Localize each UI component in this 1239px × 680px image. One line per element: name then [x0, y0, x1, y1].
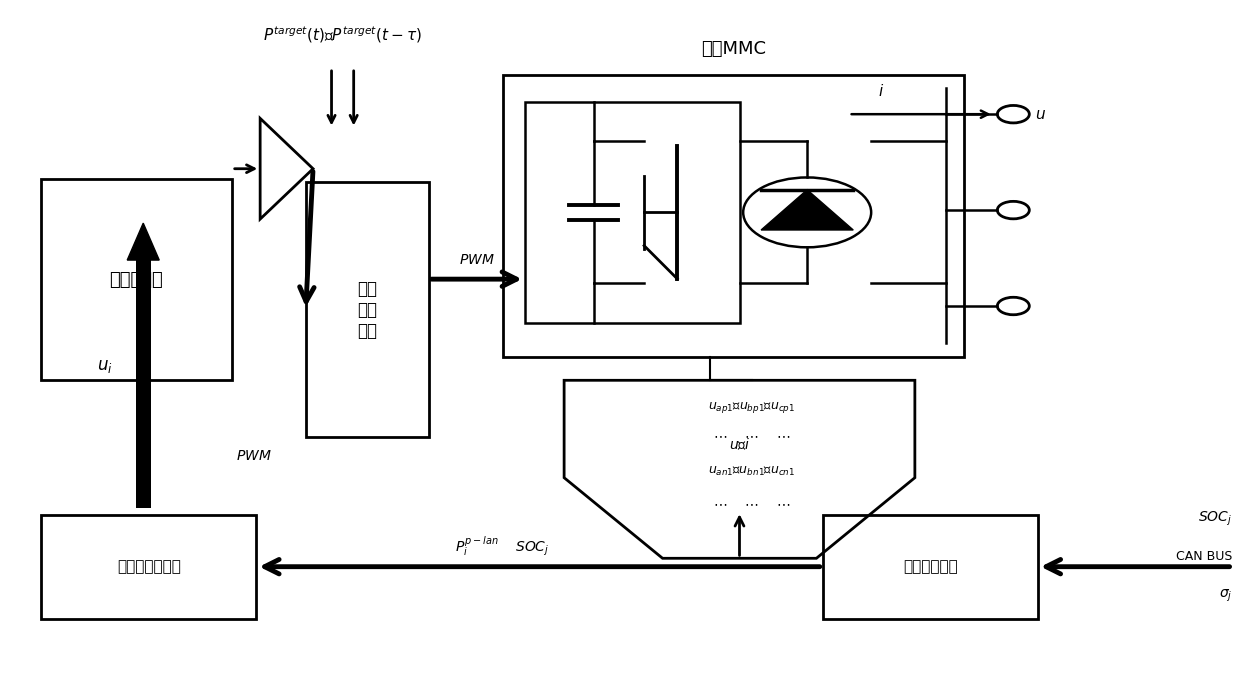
Text: $P^{target}(t)$、$P^{target}(t-\tau)$: $P^{target}(t)$、$P^{target}(t-\tau)$ — [263, 24, 422, 45]
Text: $i$: $i$ — [878, 84, 885, 99]
Text: 本地控制器: 本地控制器 — [109, 271, 164, 288]
Bar — [525, 101, 740, 323]
Bar — [503, 75, 964, 357]
Text: $PWM$: $PWM$ — [458, 253, 494, 267]
Bar — [41, 515, 256, 619]
Bar — [823, 515, 1038, 619]
Text: $u$、$i$: $u$、$i$ — [729, 437, 751, 452]
Text: $u_{an1}$、$u_{bn1}$、$u_{cn1}$: $u_{an1}$、$u_{bn1}$、$u_{cn1}$ — [709, 464, 795, 477]
Text: $\cdots$    $\cdots$    $\cdots$: $\cdots$ $\cdots$ $\cdots$ — [714, 430, 790, 445]
Text: CAN BUS: CAN BUS — [1176, 550, 1233, 563]
Text: $P_i^{p-lan}$    $SOC_j$: $P_i^{p-lan}$ $SOC_j$ — [456, 534, 550, 559]
Text: $PWM$: $PWM$ — [237, 449, 271, 464]
Text: $u_{ap1}$、$u_{bp1}$、$u_{cp1}$: $u_{ap1}$、$u_{bp1}$、$u_{cp1}$ — [709, 400, 795, 415]
Text: 能量均衡控制器: 能量均衡控制器 — [116, 559, 181, 574]
Text: 状态评估单元: 状态评估单元 — [903, 559, 958, 574]
Text: 出力
优化
单元: 出力 优化 单元 — [357, 280, 377, 339]
Text: $\sigma_j$: $\sigma_j$ — [1219, 588, 1233, 604]
Text: $\cdots$    $\cdots$    $\cdots$: $\cdots$ $\cdots$ $\cdots$ — [714, 498, 790, 511]
Bar — [41, 179, 232, 380]
Text: $SOC_j$: $SOC_j$ — [1198, 509, 1233, 528]
Text: $u$: $u$ — [1036, 107, 1047, 122]
Polygon shape — [761, 190, 854, 230]
Polygon shape — [128, 223, 160, 260]
Text: 储能MMC: 储能MMC — [701, 40, 766, 58]
Bar — [136, 260, 151, 508]
Text: $u_i$: $u_i$ — [97, 356, 113, 375]
Bar — [306, 182, 429, 437]
